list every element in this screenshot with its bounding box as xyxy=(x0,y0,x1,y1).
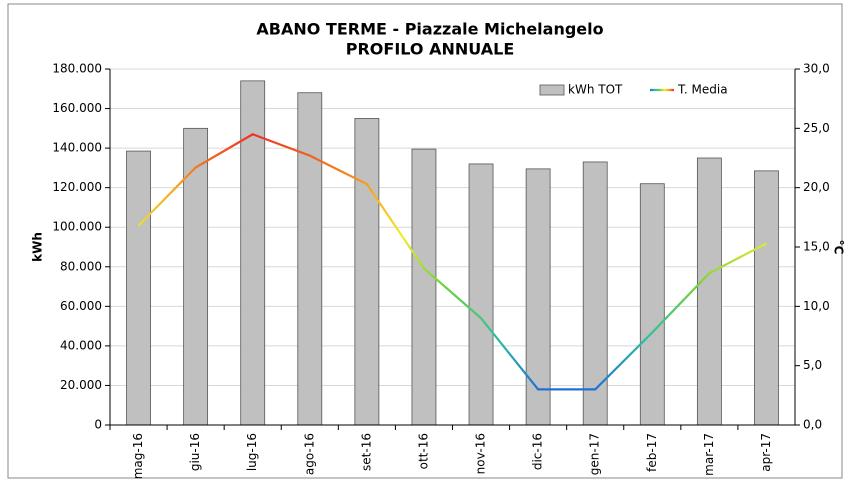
line xyxy=(137,133,767,391)
x-tick-label: lug-16 xyxy=(245,433,259,471)
y-tick-label: 60.000 xyxy=(60,299,102,313)
y-tick-label: 180.000 xyxy=(52,62,102,76)
y-tick-label: 20.000 xyxy=(60,378,102,392)
y-tick-label: 40.000 xyxy=(60,338,102,352)
y2-tick-label: 10,0 xyxy=(803,299,830,313)
x-tick-label: feb-17 xyxy=(645,433,659,472)
bar xyxy=(696,157,722,426)
x-tick-label: mar-17 xyxy=(702,433,716,476)
y2-tick-label: 0,0 xyxy=(803,418,822,432)
bar xyxy=(126,150,151,426)
y-axis-label: kWh xyxy=(31,232,45,262)
chart-title: ABANO TERME - Piazzale Michelangelo xyxy=(256,20,603,39)
bar xyxy=(240,80,266,426)
bar xyxy=(525,168,551,426)
bar xyxy=(754,170,779,426)
y-tick-label: 0 xyxy=(94,418,102,432)
bar xyxy=(183,127,209,426)
y2-tick-label: 25,0 xyxy=(803,121,830,135)
bar xyxy=(582,161,608,426)
y2-tick-label: 15,0 xyxy=(803,240,830,254)
y2-axis-label: °C xyxy=(832,240,846,255)
x-tick-label: nov-16 xyxy=(474,433,488,474)
y-tick-label: 120.000 xyxy=(52,180,102,194)
y-tick-label: 160.000 xyxy=(52,101,102,115)
x-tick-label: ago-16 xyxy=(302,433,316,475)
x-tick-label: dic-16 xyxy=(531,433,545,470)
y2-tick-label: 5,0 xyxy=(803,358,822,372)
legend-swatch xyxy=(539,84,565,96)
x-tick-label: apr-17 xyxy=(759,433,773,472)
y-tick-label: 100.000 xyxy=(52,220,102,234)
y2-tick-label: 30,0 xyxy=(803,62,830,76)
y2-tick-label: 20,0 xyxy=(803,180,830,194)
bar xyxy=(354,118,380,426)
x-tick-label: set-16 xyxy=(359,433,373,471)
x-tick-label: giu-16 xyxy=(188,433,202,471)
y-tick-label: 140.000 xyxy=(52,141,102,155)
bar xyxy=(468,163,494,426)
bar xyxy=(411,148,437,426)
legend-label: T. Media xyxy=(677,83,728,97)
chart-subtitle: PROFILO ANNUALE xyxy=(346,40,515,59)
x-tick-label: ott-16 xyxy=(416,433,430,469)
x-tick-label: gen-17 xyxy=(588,433,602,475)
legend-label: kWh TOT xyxy=(568,83,623,97)
bar xyxy=(297,92,323,426)
bar xyxy=(639,183,665,426)
y-tick-label: 80.000 xyxy=(60,259,102,273)
x-tick-label: mag-16 xyxy=(131,433,145,479)
